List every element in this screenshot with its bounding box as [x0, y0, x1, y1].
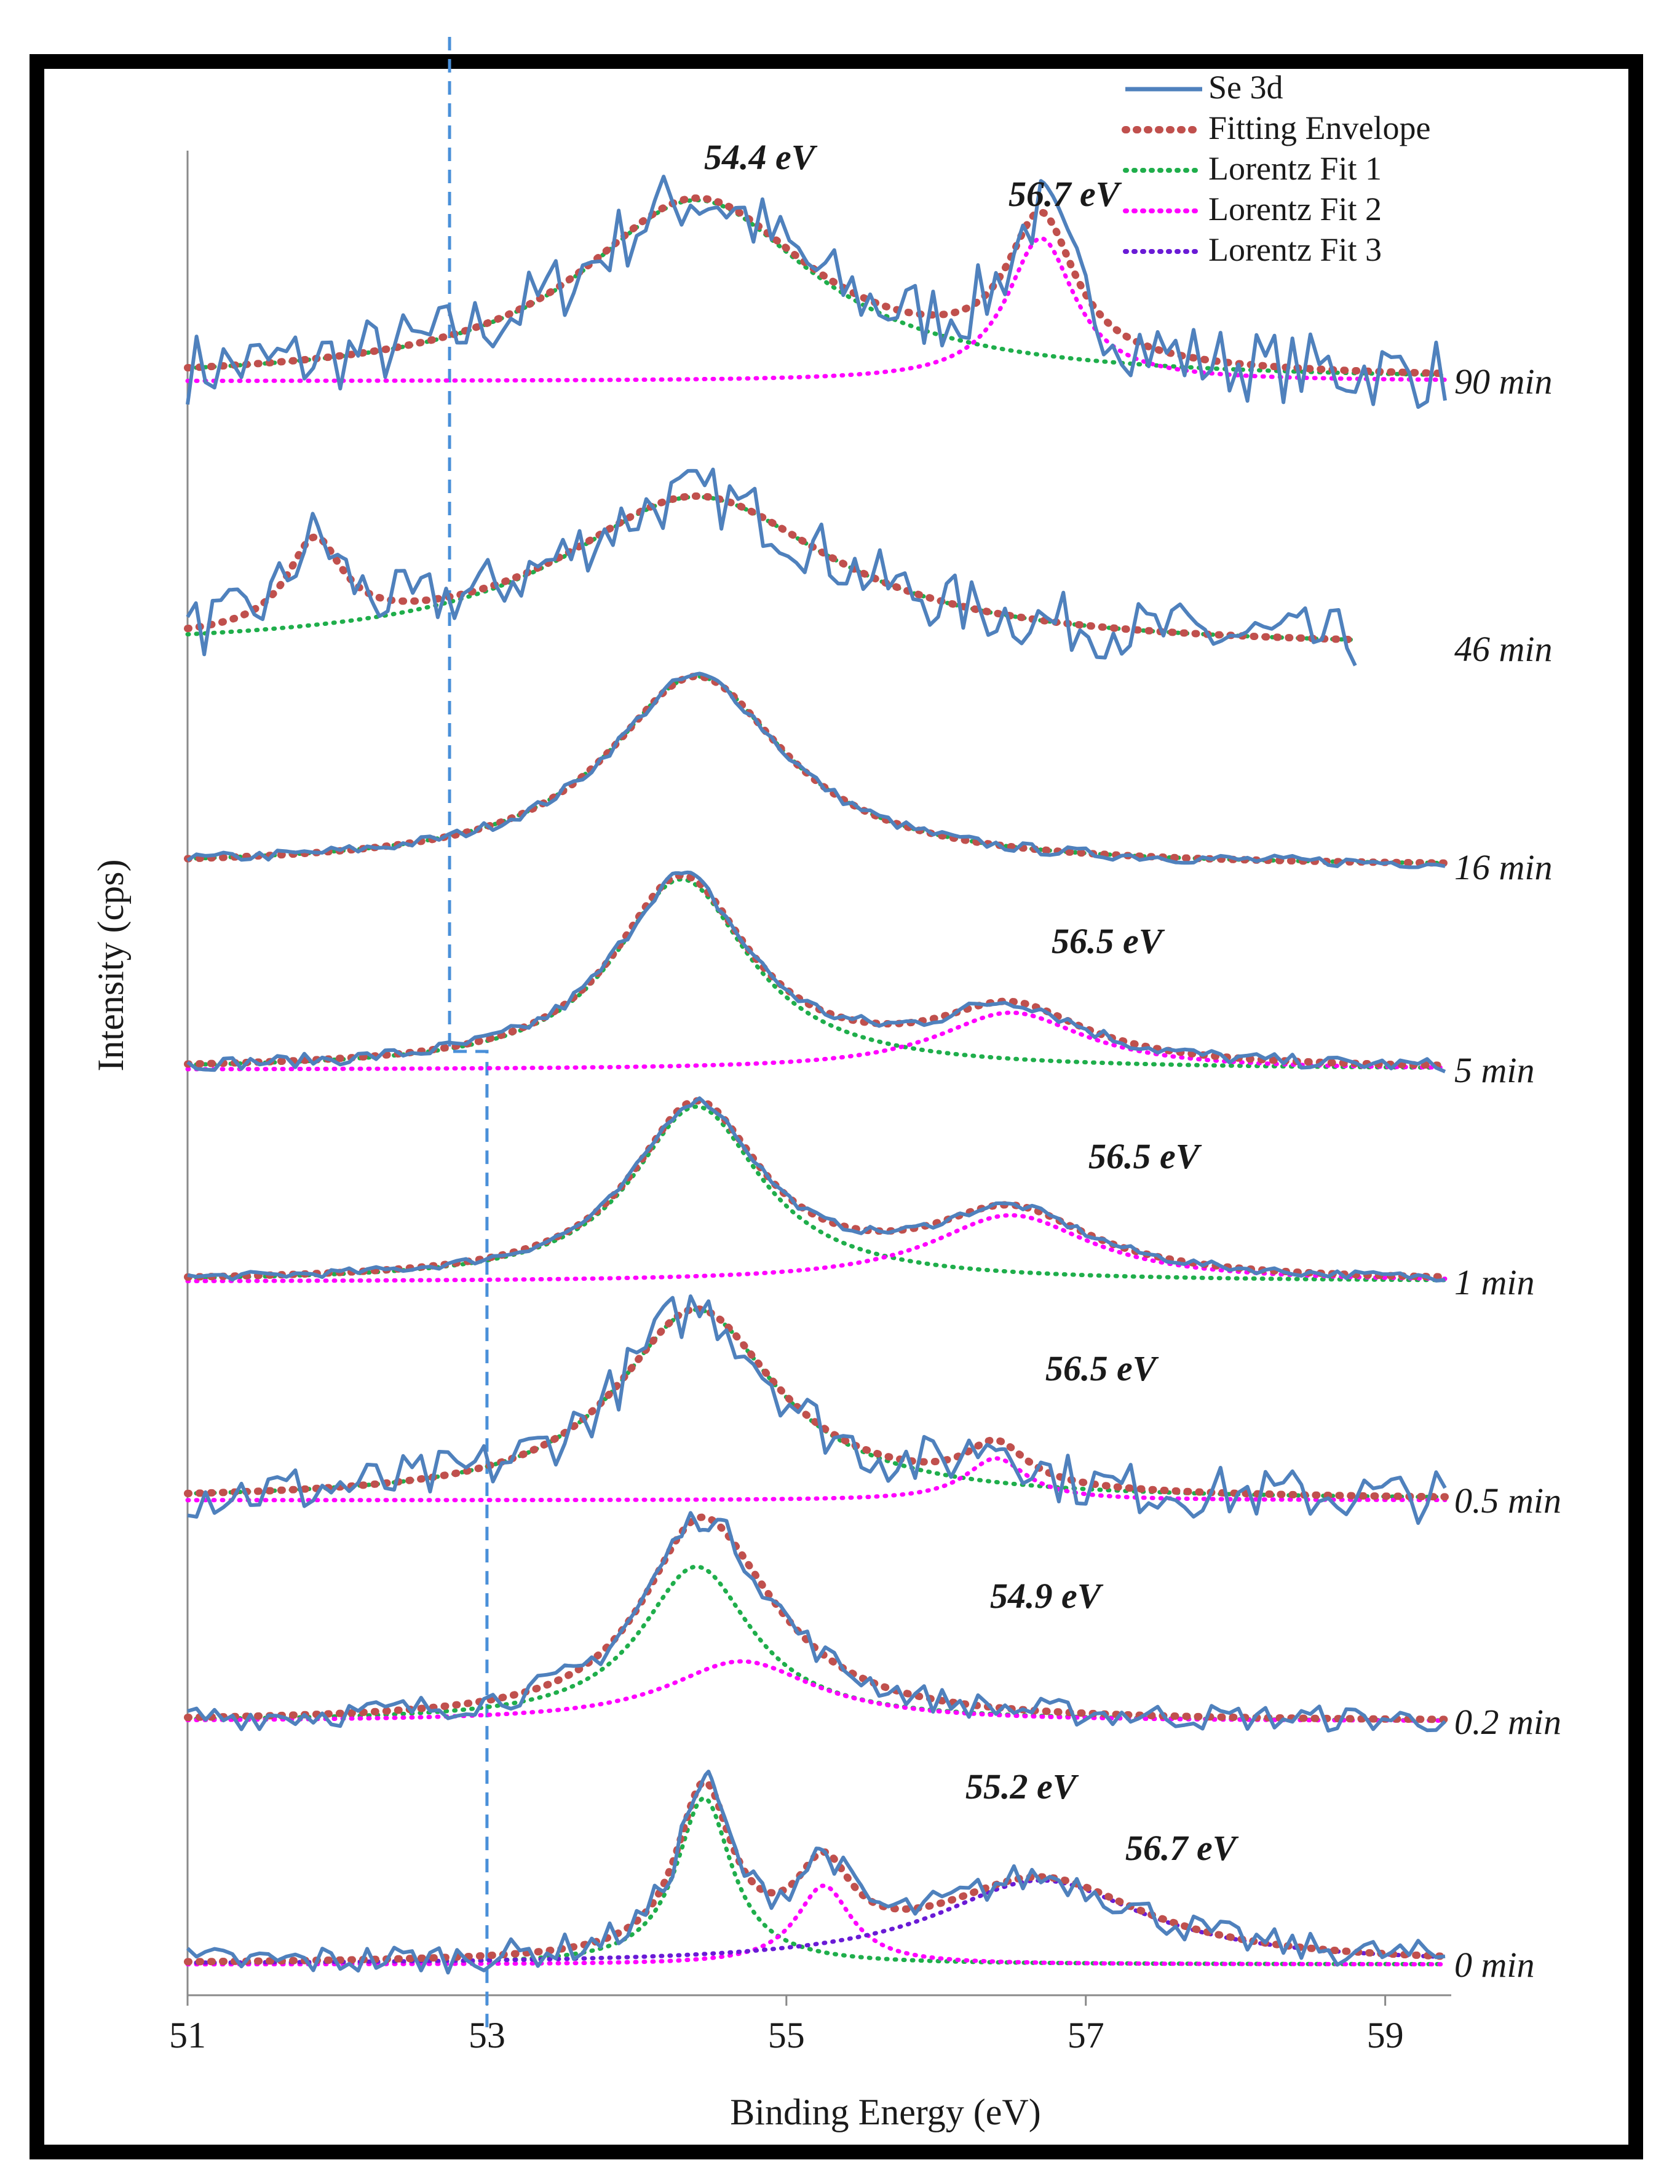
lorentz-fit-1-line: [185, 1564, 1448, 1723]
lorentz-fit-2-line: [185, 1213, 1448, 1283]
fitting-envelope-line: [184, 1097, 1449, 1281]
peak-label: 56.5 eV: [1045, 1348, 1159, 1388]
x-tick-label: 51: [169, 2015, 206, 2055]
legend-label: Lorentz Fit 3: [1208, 231, 1382, 268]
peak-label: 56.5 eV: [1052, 921, 1165, 961]
fitting-envelope-line: [184, 1513, 1449, 1723]
lorentz-fit-1-line: [185, 1104, 1448, 1283]
spectrum-time-label: 16 min: [1454, 847, 1553, 887]
spectrum-time-label: 0 min: [1454, 1945, 1535, 1985]
fitting-envelope-line: [184, 672, 1449, 867]
fitting-envelope-line: [184, 871, 1449, 1069]
lorentz-fit-2-line: [185, 1659, 1448, 1723]
x-axis-label: Binding Energy (eV): [730, 2092, 1040, 2132]
legend-label: Lorentz Fit 2: [1208, 191, 1382, 228]
se3d-spectrum-line: [186, 175, 1447, 409]
spectrum-time-label: 5 min: [1454, 1050, 1535, 1090]
legend-label: Se 3d: [1208, 69, 1283, 106]
legend-label: Fitting Envelope: [1208, 109, 1430, 146]
se3d-spectrum-line: [186, 671, 1446, 869]
x-tick-label: 57: [1068, 2015, 1104, 2055]
lorentz-fit-2-line: [185, 1456, 1448, 1503]
peak-label: 54.4 eV: [704, 137, 818, 177]
peak-label: 56.7 eV: [1008, 174, 1122, 214]
figure-frame: [30, 54, 1643, 2159]
peak-label: 55.2 eV: [965, 1767, 1079, 1806]
se3d-spectrum-line: [187, 1511, 1447, 1733]
se3d-spectrum-line: [186, 467, 1357, 667]
fitting-envelope-line: [184, 492, 1359, 644]
spectrum-time-label: 1 min: [1454, 1262, 1535, 1302]
lorentz-fit-2-line: [185, 1010, 1448, 1072]
x-tick-label: 59: [1367, 2015, 1404, 2055]
se3d-spectrum-line: [186, 870, 1446, 1074]
legend-label: Lorentz Fit 1: [1208, 150, 1382, 187]
x-tick-label: 55: [768, 2015, 805, 2055]
spectrum-time-label: 46 min: [1454, 629, 1553, 669]
peak-label: 56.5 eV: [1088, 1136, 1202, 1176]
spectrum-time-label: 0.5 min: [1454, 1481, 1561, 1521]
peak-label: 56.7 eV: [1125, 1828, 1239, 1868]
lorentz-fit-2-line: [185, 1883, 1448, 1967]
se3d-spectrum-line: [187, 1096, 1446, 1283]
lorentz-fit-1-line: [185, 494, 1358, 642]
se3d-spectrum-line: [187, 1294, 1447, 1525]
se3d-spectrum-line: [186, 1770, 1446, 1975]
peak-label: 54.9 eV: [990, 1576, 1104, 1616]
y-axis-label: Intensity (cps): [90, 860, 131, 1072]
lorentz-fit-1-line: [185, 877, 1448, 1070]
spectrum-time-label: 0.2 min: [1454, 1702, 1561, 1742]
spectrum-time-label: 90 min: [1454, 362, 1553, 402]
lorentz-fit-1-line: [185, 674, 1448, 866]
fitting-envelope-line: [184, 1778, 1449, 1966]
